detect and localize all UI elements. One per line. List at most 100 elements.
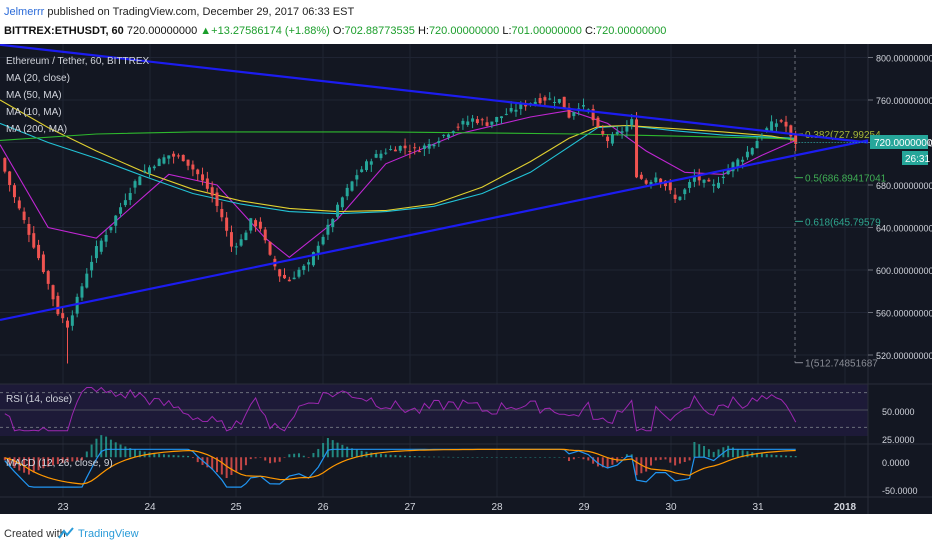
macd-histogram-bar [235,457,238,473]
macd-histogram-bar [42,457,45,469]
time-axis-label: 27 [404,502,416,513]
macd-histogram-bar [408,455,411,458]
high-value: 720.00000000 [428,25,500,37]
chart-title: Ethereum / Tether, 60, BITTREX [6,56,150,67]
macd-histogram-bar [66,457,69,463]
legend-ma200[interactable]: MA (200, MA) [6,124,67,135]
macd-histogram-bar [437,456,440,458]
macd-histogram-bar [756,452,759,458]
candle-body [234,246,238,248]
candle-body [717,182,721,188]
candle-body [205,178,209,189]
macd-histogram-bar [543,457,546,458]
price-axis-label: 760.00000000 [876,96,932,106]
candle-body [263,229,267,241]
rsi-plot [0,386,868,432]
macd-histogram-bar [153,453,156,458]
candle-body [432,144,436,147]
macd-label[interactable]: MACD (12, 26, close, 9) [6,458,113,469]
legend-ma50[interactable]: MA (50, MA) [6,90,62,101]
macd-histogram-bar [428,456,431,458]
candle-body [562,96,566,110]
macd-histogram-bar [278,457,281,462]
last-price-tag-text: 720.00000000 [874,138,932,149]
legend-ma10[interactable]: MA (10, MA) [6,107,62,118]
candle-body [422,145,426,149]
macd-histogram-bar [572,457,575,460]
open-value: 702.88773535 [344,25,415,37]
macd-histogram-bar [789,455,792,458]
candle-body [99,240,103,252]
candle-body [70,315,74,326]
macd-histogram-bar [683,457,686,463]
candle-body [741,159,745,162]
candle-body [466,121,470,125]
price-chart[interactable]: 0.382(727.99254 0.5(686.89417041 0.618(645… [0,43,932,514]
fib-level-label: 0.618(645.79579 [805,217,881,228]
candle-body [12,185,16,198]
macd-histogram-bar [447,456,450,458]
candle-body [191,164,195,170]
macd-histogram-bar [148,452,151,458]
candle-body [22,211,26,221]
candle-body [726,169,730,175]
macd-histogram-bar [244,457,247,466]
time-axis-label: 25 [230,502,242,513]
price-axis-label: 520.00000000 [876,351,932,361]
macd-histogram-bar [259,457,262,458]
macd-histogram-bar [249,457,252,460]
price-axis-label: 680.00000000 [876,181,932,191]
macd-histogram-bar [216,457,218,473]
trendline [0,43,869,144]
candle-body [123,200,127,206]
macd-histogram-bar [37,457,40,471]
macd-histogram-bar [206,457,209,468]
candle-body [644,180,648,184]
legend-ma20[interactable]: MA (20, close) [6,73,70,84]
candle-body [321,236,325,245]
candle-body [94,246,98,259]
trendline [0,139,869,322]
candle-body [649,181,653,185]
candle-body [249,218,253,231]
macd-histogram-bar [780,455,783,458]
author-link[interactable]: Jelmerrr [4,6,45,18]
macd-histogram-bar [669,457,672,463]
change-value: +13.27586174 (+1.88%) [211,25,330,37]
last-price-tag [870,135,928,149]
candle-body [702,179,706,183]
trendlines[interactable] [0,43,869,322]
candle-body [485,122,489,126]
macd-histogram-bar [167,454,170,458]
macd-histogram-bar [331,440,334,458]
candle-body [278,269,282,277]
macd-histogram-bar [481,457,484,458]
candle-body [548,98,552,100]
candle-body [403,145,407,149]
candle-body [316,245,320,253]
candle-body [456,126,460,128]
candle-body [393,149,397,152]
chart-area[interactable]: 0.382(727.99254 0.5(686.89417041 0.618(645… [0,43,932,514]
macd-histogram-bar [283,457,286,458]
macd-histogram-bar [765,454,768,458]
candle-body [557,99,561,103]
macd-histogram-bar [650,457,652,466]
countdown-tag [902,151,928,165]
candle-body [654,177,658,183]
macd-histogram-bar [129,448,132,458]
candle-body [210,187,214,196]
candle-body [495,116,499,123]
macd-histogram-bar [592,457,595,464]
tradingview-link[interactable]: TradingView [78,528,139,540]
time-axis-label: 31 [752,502,764,513]
candle-body [389,149,393,151]
candle-body [32,233,36,248]
last-price: 720.00000000 [126,25,198,37]
macd-histogram-bar [56,457,59,465]
candle-body [659,178,663,184]
rsi-label[interactable]: RSI (14, close) [6,394,72,405]
macd-histogram-bar [389,454,392,458]
candle-body [114,215,118,226]
time-axis[interactable]: 23 24 25 26 27 28 29 30 31 2018 [57,502,856,513]
